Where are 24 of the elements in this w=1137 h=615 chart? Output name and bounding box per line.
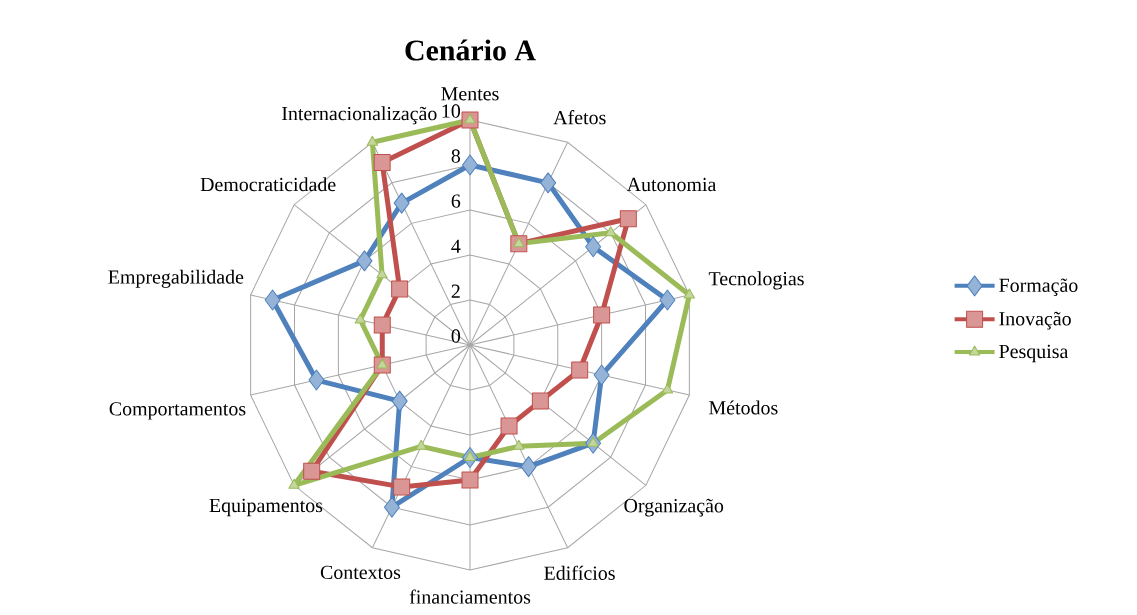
spoke-label: Internacionalização — [282, 106, 437, 125]
spoke-label: Organização — [624, 498, 724, 517]
spoke-label: Autonomia — [626, 177, 717, 192]
y-tick-label: 10 — [442, 104, 461, 118]
y-tick-label: 0 — [451, 329, 461, 343]
spoke-label: Edifícios — [544, 565, 615, 580]
spoke-label: Empregabilidade — [108, 269, 244, 288]
spoke-label: financiamentos — [409, 589, 531, 604]
spoke-label: Tecnologias — [708, 271, 804, 290]
spoke-label: Afetos — [553, 110, 606, 125]
spoke-label: Equipamentos — [209, 498, 323, 517]
legend-label: Formação — [999, 278, 1078, 297]
chart-title: Cenário A — [405, 39, 536, 61]
spoke-label: Métodos — [709, 400, 778, 415]
y-tick-label: 8 — [451, 149, 461, 163]
spoke-label: Contextos — [320, 565, 401, 580]
y-tick-label: 4 — [451, 239, 461, 253]
legend-label: Pesquisa — [999, 344, 1069, 363]
y-tick-label: 2 — [451, 284, 460, 298]
spoke-label: Democraticidade — [200, 177, 336, 192]
spoke-label: Mentes — [441, 87, 499, 101]
spoke-label: Comportamentos — [109, 402, 246, 420]
legend-label: Inovação — [999, 311, 1071, 330]
y-tick-label: 6 — [451, 194, 461, 208]
